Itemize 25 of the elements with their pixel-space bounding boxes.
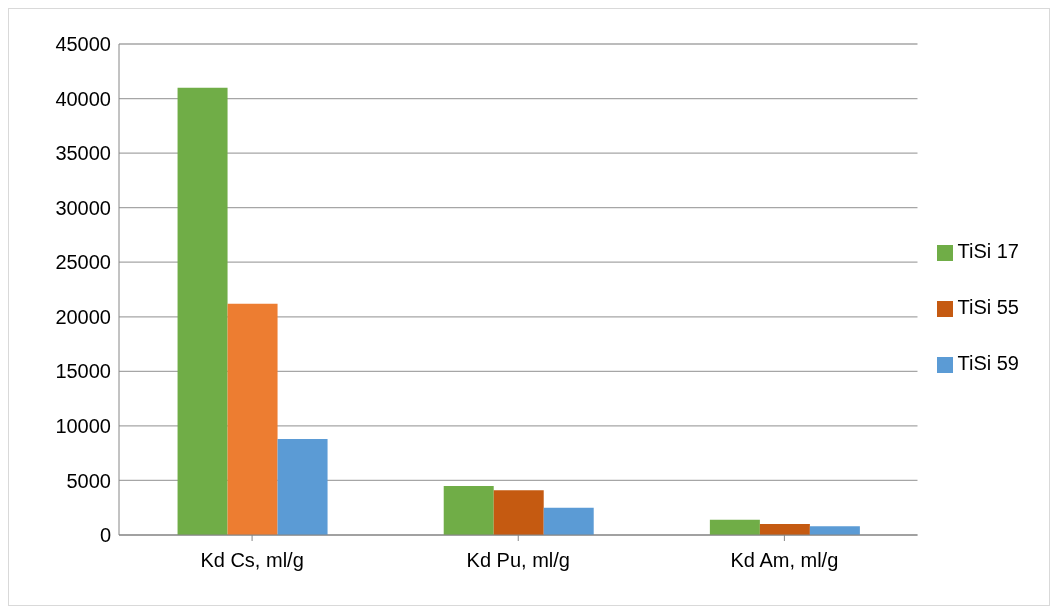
y-tick-label: 15000 (55, 360, 111, 383)
bar (543, 507, 594, 535)
bar (759, 524, 810, 535)
bar (809, 526, 860, 535)
y-tick-label: 0 (99, 524, 111, 547)
bar (709, 519, 760, 535)
bar (443, 485, 494, 535)
y-tick-label: 40000 (55, 87, 111, 110)
legend-label: TiSi 55 (957, 296, 1019, 318)
y-tick-label: 45000 (55, 33, 111, 56)
bar (493, 490, 544, 535)
bar (177, 87, 228, 535)
bar (277, 438, 328, 535)
bar (227, 303, 278, 535)
y-tick-label: 25000 (55, 251, 111, 274)
y-tick-label: 10000 (55, 414, 111, 437)
y-tick-label: 30000 (55, 196, 111, 219)
y-tick-label: 20000 (55, 305, 111, 328)
legend-label: TiSi 17 (957, 240, 1019, 262)
y-tick-label: 5000 (66, 469, 111, 492)
y-tick-label: 35000 (55, 142, 111, 165)
x-tick-label: Kd Pu, ml/g (466, 549, 570, 572)
legend-label: TiSi 59 (957, 352, 1019, 374)
x-tick-label: Kd Am, ml/g (730, 549, 839, 572)
x-tick-label: Kd Cs, ml/g (200, 549, 304, 572)
